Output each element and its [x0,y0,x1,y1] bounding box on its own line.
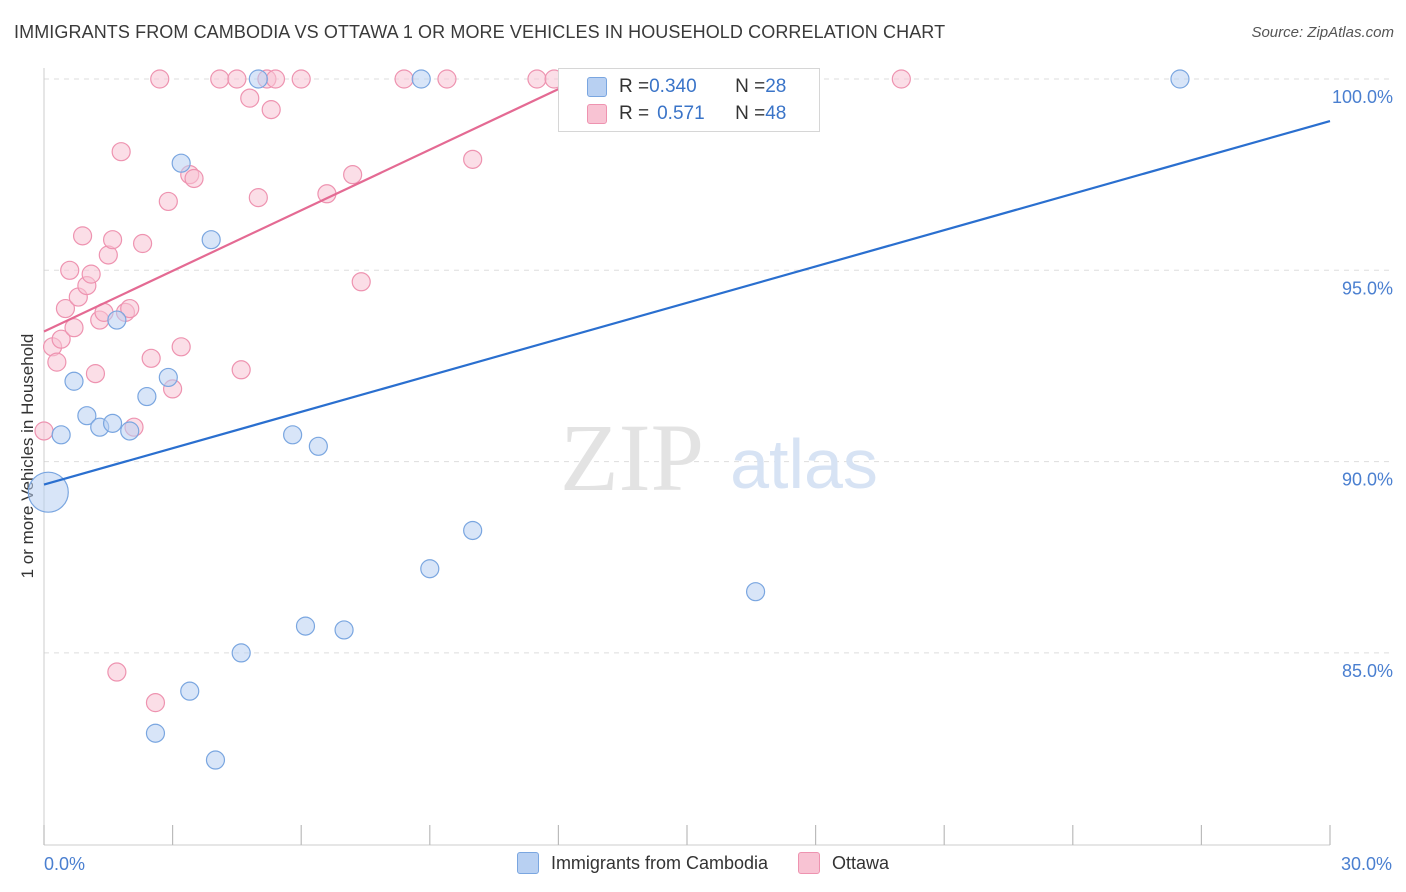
data-point [137,386,157,407]
data-point [72,226,93,246]
y-tick-label: 100.0% [1332,87,1393,107]
series-legend: Immigrants from Cambodia Ottawa [0,852,1406,874]
stats-legend-row-ottawa: R = 0.571 N = 48 [559,101,786,127]
ottawa-points [34,69,911,713]
data-point [334,620,354,640]
trend-line-cambodia [43,120,1331,486]
data-point [231,360,251,380]
data-point [158,191,178,212]
data-point [227,69,247,89]
source-credit: Source: ZipAtlas.com [1251,24,1394,41]
data-point [240,88,260,108]
data-point [745,582,766,602]
data-point [51,425,71,445]
data-point [27,471,69,513]
data-point [64,318,84,338]
data-point [184,168,204,189]
data-point [295,616,316,636]
data-point [132,233,153,254]
data-point [107,310,127,330]
data-point [231,643,251,663]
legend-r-label: R = [619,76,650,97]
series-label-cambodia: Immigrants from Cambodia [550,852,769,873]
data-point [145,693,166,713]
data-point [150,69,170,89]
data-point [351,272,371,292]
data-point [411,69,431,89]
data-point [437,69,457,89]
data-point [141,348,161,368]
data-point [120,421,140,441]
data-point [107,662,127,682]
legend-r-value: 0.340 [649,76,697,97]
data-point [283,425,303,445]
data-point [111,142,131,162]
data-point [265,69,286,89]
data-point [102,413,123,433]
data-point [55,298,76,319]
legend-n-label: N = [735,76,766,97]
legend-r-label: R = [619,103,650,124]
data-point [308,436,328,456]
data-point [81,264,101,284]
data-point [158,367,178,388]
data-point [85,364,106,384]
legend-swatch-ottawa [587,104,607,124]
data-point [180,681,200,701]
data-point [201,230,221,250]
watermark: ZIP atlas [560,404,878,511]
data-point [527,69,547,89]
data-point [102,230,123,250]
data-point [47,352,67,372]
data-point [77,406,97,426]
data-point [145,723,166,743]
x-tick-label: 0.0% [44,854,85,874]
data-point [343,165,363,185]
legend-n-value: 48 [765,103,787,124]
data-point [51,329,71,349]
data-point [394,69,414,89]
x-tick-label: 30.0% [1341,854,1392,874]
tick-labels: 100.0% 95.0% 90.0% 85.0% 0.0% 30.0% [44,87,1393,874]
data-point [205,750,226,770]
axes [43,68,1331,846]
data-point [261,100,281,120]
trend-line-ottawa [43,78,581,333]
data-point [463,520,483,541]
trend-lines [43,78,1331,486]
legend-r-value: 0.571 [657,103,705,124]
data-point [210,69,230,89]
data-point [171,337,191,357]
y-tick-label: 95.0% [1342,278,1393,298]
data-point [120,298,140,319]
data-point [248,69,268,89]
series-legend-item-cambodia[interactable]: Immigrants from Cambodia [516,852,769,874]
data-point [34,421,54,441]
legend-n-label: N = [735,103,766,124]
data-point [248,188,268,208]
data-point [1170,69,1190,89]
series-swatch-cambodia [516,852,539,874]
data-point [463,149,483,169]
data-point [60,260,80,280]
data-point [171,153,191,173]
stats-legend: R = 0.340 N = 28 R = 0.571 N = 48 [558,68,820,132]
watermark-zip: ZIP [560,404,704,511]
series-label-ottawa: Ottawa [832,852,890,873]
stats-legend-row-cambodia: R = 0.340 N = 28 [559,74,786,100]
legend-swatch-cambodia [587,77,607,97]
legend-n-value: 28 [765,76,787,97]
y-tick-label: 85.0% [1342,661,1393,681]
watermark-atlas: atlas [730,425,878,503]
data-point [64,371,84,391]
data-point [891,69,911,89]
data-point [420,559,440,579]
y-tick-label: 90.0% [1342,470,1393,490]
data-point [291,69,311,89]
series-legend-item-ottawa[interactable]: Ottawa [798,852,889,874]
series-swatch-ottawa [798,852,821,874]
chart-title: IMMIGRANTS FROM CAMBODIA VS OTTAWA 1 OR … [14,22,946,42]
